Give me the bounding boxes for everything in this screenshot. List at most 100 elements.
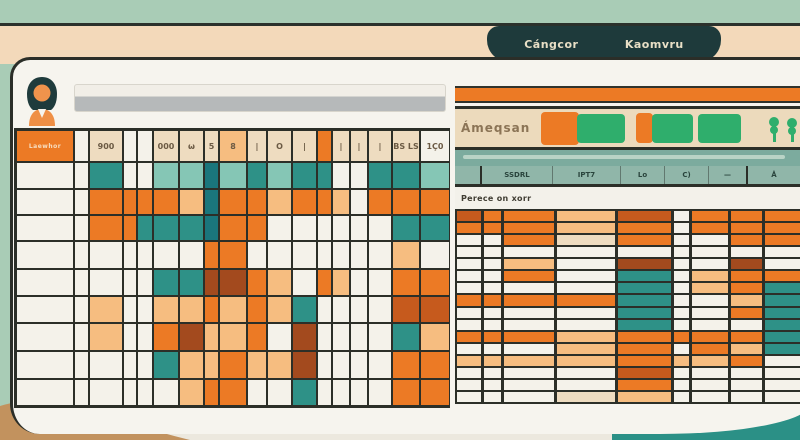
table-cell[interactable] (674, 343, 689, 354)
grid-cell[interactable] (268, 163, 291, 188)
table-cell[interactable] (731, 283, 762, 294)
table-cell[interactable] (504, 319, 554, 330)
grid-cell[interactable] (17, 163, 73, 188)
grid-cell[interactable] (248, 297, 266, 322)
grid-cell[interactable] (124, 380, 136, 405)
table-cell[interactable] (692, 367, 728, 378)
grid-cell[interactable] (220, 242, 246, 268)
search-input[interactable] (74, 84, 446, 112)
table-cell[interactable] (765, 259, 800, 270)
table-cell[interactable] (504, 343, 554, 354)
grid-cell[interactable] (369, 324, 391, 350)
grid-cell[interactable] (318, 270, 331, 295)
user-avatar[interactable] (24, 76, 60, 126)
grid-cell[interactable] (138, 297, 152, 322)
table-cell[interactable] (618, 307, 671, 318)
grid-cell[interactable] (90, 216, 122, 240)
table-cell[interactable] (457, 259, 481, 270)
table-cell[interactable] (457, 247, 481, 258)
table-cell[interactable] (765, 343, 800, 354)
table-cell[interactable] (484, 355, 501, 366)
grid-cell[interactable] (90, 190, 122, 214)
table-cell[interactable] (457, 355, 481, 366)
table-cell[interactable] (484, 331, 501, 342)
grid-cell[interactable] (333, 352, 349, 378)
grid-cell[interactable] (369, 190, 391, 214)
column-header-cell[interactable]: 8 (220, 131, 246, 161)
grid-cell[interactable] (220, 297, 246, 322)
table-cell[interactable] (557, 319, 615, 330)
column-header-cell[interactable]: | (351, 131, 367, 161)
grid-cell[interactable] (393, 216, 419, 240)
table-cell[interactable] (484, 391, 501, 402)
table-cell[interactable] (457, 271, 481, 282)
column-header-cell[interactable]: | (248, 131, 266, 161)
table-cell[interactable] (692, 223, 728, 234)
table-cell[interactable] (457, 319, 481, 330)
grid-cell[interactable] (154, 216, 178, 240)
grid-cell[interactable] (205, 163, 218, 188)
grid-cell[interactable] (293, 242, 316, 268)
grid-cell[interactable] (248, 324, 266, 350)
table-cell[interactable] (692, 319, 728, 330)
grid-cell[interactable] (220, 190, 246, 214)
grid-cell[interactable] (220, 324, 246, 350)
table-cell[interactable] (557, 223, 615, 234)
grid-cell[interactable] (154, 352, 178, 378)
grid-cell[interactable] (268, 270, 291, 295)
table-cell[interactable] (557, 247, 615, 258)
grid-cell[interactable] (154, 297, 178, 322)
grid-cell[interactable] (421, 216, 449, 240)
table-cell[interactable] (674, 391, 689, 402)
grid-cell[interactable] (154, 190, 178, 214)
grid-cell[interactable] (268, 297, 291, 322)
table-cell[interactable] (484, 259, 501, 270)
grid-cell[interactable] (248, 216, 266, 240)
table-cell[interactable] (504, 259, 554, 270)
table-cell[interactable] (765, 379, 800, 390)
grid-cell[interactable] (333, 242, 349, 268)
table-cell[interactable] (731, 379, 762, 390)
table-cell[interactable] (692, 235, 728, 246)
table-cell[interactable] (457, 367, 481, 378)
grid-cell[interactable] (205, 324, 218, 350)
column-header-cell[interactable]: BS LS (393, 131, 419, 161)
grid-cell[interactable] (205, 242, 218, 268)
table-cell[interactable] (731, 367, 762, 378)
grid-cell[interactable] (17, 324, 73, 350)
grid-cell[interactable] (17, 297, 73, 322)
table-cell[interactable] (618, 355, 671, 366)
column-header-cell[interactable]: O (268, 131, 291, 161)
grid-cell[interactable] (393, 352, 419, 378)
table-cell[interactable] (504, 355, 554, 366)
table-cell[interactable] (618, 367, 671, 378)
column-header-cell[interactable] (318, 131, 331, 161)
grid-cell[interactable] (351, 380, 367, 405)
table-cell[interactable] (674, 379, 689, 390)
table-cell[interactable] (557, 391, 615, 402)
grid-cell[interactable] (154, 242, 178, 268)
table-cell[interactable] (618, 379, 671, 390)
grid-cell[interactable] (205, 190, 218, 214)
grid-cell[interactable] (220, 270, 246, 295)
table-cell[interactable] (484, 307, 501, 318)
table-cell[interactable] (504, 295, 554, 306)
grid-cell[interactable] (75, 216, 88, 240)
grid-cell[interactable] (393, 163, 419, 188)
grid-cell[interactable] (90, 380, 122, 405)
column-header-cell[interactable]: 5 (205, 131, 218, 161)
grid-cell[interactable] (333, 270, 349, 295)
grid-cell[interactable] (421, 380, 449, 405)
table-cell[interactable] (731, 355, 762, 366)
table-cell[interactable] (484, 247, 501, 258)
grid-cell[interactable] (248, 352, 266, 378)
grid-cell[interactable] (220, 163, 246, 188)
table-cell[interactable] (618, 319, 671, 330)
grid-cell[interactable] (293, 216, 316, 240)
grid-cell[interactable] (17, 352, 73, 378)
grid-cell[interactable] (369, 380, 391, 405)
grid-cell[interactable] (333, 380, 349, 405)
grid-cell[interactable] (268, 380, 291, 405)
grid-cell[interactable] (138, 242, 152, 268)
table-cell[interactable] (557, 343, 615, 354)
